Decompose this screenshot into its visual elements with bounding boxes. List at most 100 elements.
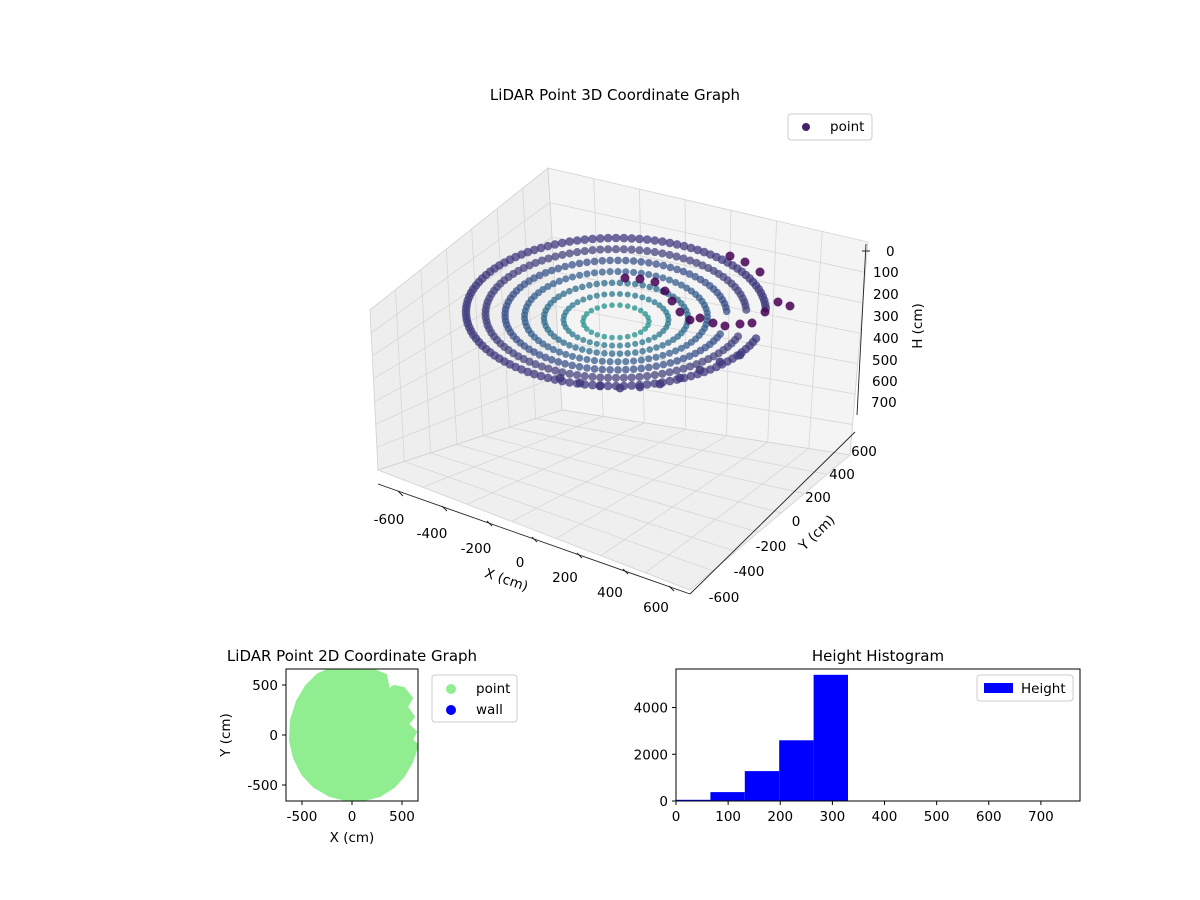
x-tick-label: -600 (374, 512, 405, 528)
point-marker (560, 290, 567, 298)
point-marker (588, 234, 597, 244)
point-marker (665, 349, 674, 357)
point-marker (624, 291, 631, 298)
plot-2d-x-ticks: -500 0 500 (287, 801, 415, 825)
point-marker (646, 346, 653, 353)
point-marker (611, 233, 621, 243)
x-tick-label: 400 (597, 585, 623, 601)
point-marker (536, 371, 546, 381)
point-marker (598, 257, 607, 265)
x-tick-mark (668, 585, 675, 592)
point-marker (639, 347, 646, 355)
plot-histogram: Height Histogram 0 100 200 300 400 500 600 700 … (634, 647, 1081, 825)
point-marker (630, 268, 638, 276)
point-marker (679, 267, 688, 276)
point-marker (588, 380, 597, 390)
point-marker (642, 326, 648, 332)
point-marker (586, 294, 593, 301)
point-marker (686, 243, 696, 253)
point-marker (614, 358, 622, 366)
point-marker (722, 307, 731, 316)
point-marker (666, 263, 675, 272)
point-marker (530, 245, 539, 255)
plot-2d-legend-label-wall: wall (476, 702, 503, 718)
x-tick-label: 0 (672, 809, 681, 825)
point-marker (584, 311, 590, 317)
point-marker (637, 258, 645, 266)
point-marker (596, 234, 605, 243)
z-tick-label: 700 (871, 395, 897, 411)
grid-line (466, 422, 645, 505)
y-tick-label: 400 (829, 467, 855, 483)
point-marker (645, 314, 651, 321)
point-marker (620, 273, 630, 283)
point-marker (616, 290, 623, 298)
histogram-x-ticks: 0 100 200 300 400 500 600 700 (672, 801, 1054, 825)
plot-3d-title: LiDAR Point 3D Coordinate Graph (490, 86, 740, 104)
x-tick-label: 0 (516, 555, 525, 571)
point-marker (588, 372, 597, 381)
point-marker (601, 350, 608, 357)
point-marker (590, 269, 599, 277)
point-marker (547, 266, 556, 275)
plot-3d-y-ticks: -600 -400 -200 0 200 400 600 (709, 444, 877, 606)
point-marker (691, 349, 699, 358)
point-marker (568, 273, 577, 281)
x-tick-label: -200 (461, 541, 492, 557)
point-marker (715, 357, 725, 367)
point-marker (667, 296, 677, 306)
point-marker (544, 282, 552, 291)
point-marker (645, 259, 653, 267)
x-tick-mark (576, 552, 583, 559)
point-marker (547, 356, 556, 364)
point-marker (593, 280, 600, 288)
point-marker (611, 373, 621, 382)
point-marker (588, 307, 595, 314)
point-marker (572, 285, 579, 293)
point-marker (575, 259, 584, 268)
point-marker (537, 256, 546, 265)
point-marker (672, 252, 681, 261)
point-marker (593, 340, 600, 347)
point-marker (646, 283, 653, 291)
point-marker (580, 247, 589, 256)
point-marker (544, 364, 553, 373)
point-marker (537, 362, 546, 371)
plot-2d-title: LiDAR Point 2D Coordinate Graph (227, 647, 477, 665)
point-marker (695, 365, 705, 375)
point-marker (604, 373, 613, 382)
grid-line (395, 289, 405, 462)
point-marker (643, 372, 652, 381)
point-marker (635, 274, 645, 284)
point-marker (593, 292, 600, 299)
point-marker (583, 270, 591, 278)
x-tick-label: 200 (552, 570, 578, 586)
histogram-title: Height Histogram (812, 647, 944, 665)
point-marker (576, 354, 584, 362)
grid-line (509, 426, 805, 494)
point-marker (549, 280, 557, 288)
point-marker (572, 344, 579, 351)
point-marker (614, 256, 622, 265)
point-marker (650, 248, 659, 257)
point-marker (580, 235, 590, 244)
point-marker (742, 305, 751, 314)
x-tick-label: 700 (1028, 809, 1054, 825)
point-marker (580, 336, 587, 344)
point-marker (639, 281, 646, 289)
point-marker (735, 350, 745, 360)
point-marker (550, 240, 560, 249)
point-marker (561, 360, 569, 368)
point-marker (685, 315, 695, 325)
x-tick-mark (486, 520, 493, 527)
point-marker (658, 249, 667, 258)
plot-3d-legend-marker (802, 123, 810, 131)
plot-3d-z-axis-label: H (cm) (910, 303, 926, 349)
point-marker (603, 233, 613, 243)
x-tick-mark (397, 490, 404, 497)
point-marker (642, 380, 652, 389)
point-marker (535, 271, 544, 280)
point-marker (686, 362, 695, 371)
plot-2d-y-axis-label: Y (cm) (218, 713, 234, 758)
y-tick-label: 2000 (634, 747, 668, 763)
